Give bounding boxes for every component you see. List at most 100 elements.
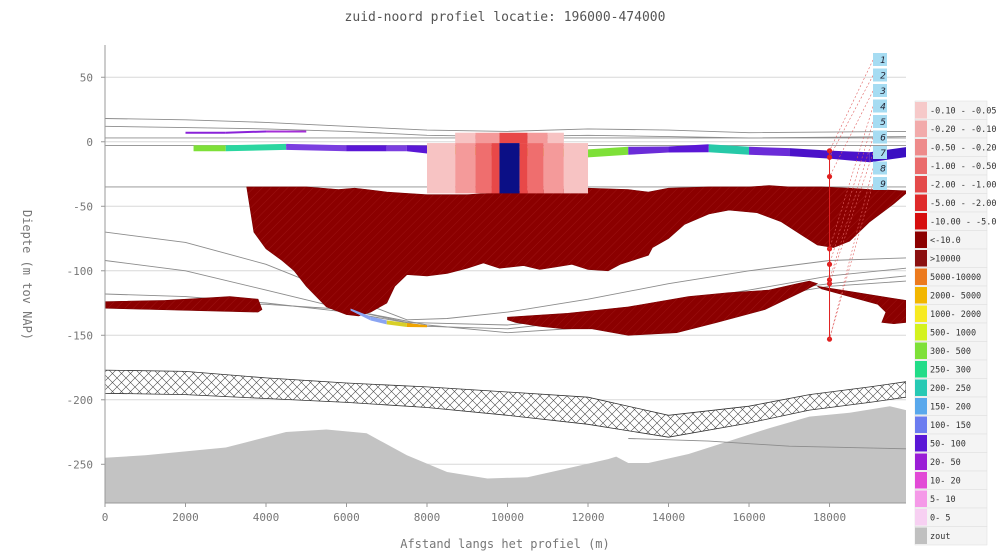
resistivity-segment bbox=[225, 143, 287, 152]
legend-label: -0.50 - -0.20 bbox=[930, 144, 996, 154]
plot-area bbox=[105, 118, 906, 503]
y-tick-label: 0 bbox=[86, 136, 93, 149]
y-tick-label: -200 bbox=[67, 394, 94, 407]
drawdown-column bbox=[499, 143, 520, 194]
y-tick-label: 50 bbox=[80, 71, 93, 84]
legend-swatch bbox=[915, 231, 927, 248]
legend-swatch bbox=[915, 305, 927, 322]
legend-swatch bbox=[915, 342, 927, 359]
well-label-box bbox=[873, 115, 887, 128]
leader-line bbox=[829, 106, 874, 249]
drawdown-column bbox=[499, 132, 528, 144]
x-tick-label: 10000 bbox=[491, 511, 524, 524]
legend-swatch bbox=[915, 435, 927, 452]
y-tick-label: -50 bbox=[73, 200, 93, 213]
layer-boundary-line bbox=[105, 260, 906, 326]
axes: 0 2000 4000 6000 8000 10000 12000 14000 16000 180… bbox=[67, 45, 906, 524]
legend-label: 150- 200 bbox=[930, 403, 971, 413]
legend-label: -2.00 - -1.00 bbox=[930, 181, 996, 191]
resistivity-segment bbox=[386, 145, 407, 152]
basement-area bbox=[105, 406, 906, 503]
resistivity-segment bbox=[386, 320, 407, 327]
legend-swatch bbox=[915, 416, 927, 433]
color-legend: -0.10 - -0.05 -0.20 - -0.10 -0.50 - -0.20 -… bbox=[914, 100, 996, 546]
legend-label: 300- 500 bbox=[930, 347, 971, 357]
resistivity-segment bbox=[266, 130, 307, 133]
resistive-layer-body bbox=[817, 286, 906, 325]
legend-label: 100- 150 bbox=[930, 421, 971, 431]
legend-swatch bbox=[915, 472, 927, 489]
leader-line bbox=[829, 137, 874, 280]
legend-label: 200- 250 bbox=[930, 384, 971, 394]
leader-line bbox=[829, 168, 874, 340]
well-label-box bbox=[873, 161, 887, 175]
x-tick-label: 0 bbox=[102, 511, 109, 524]
drawdown-column bbox=[563, 143, 589, 194]
legend-label: -10.00 - -5.00 bbox=[930, 218, 996, 228]
legend-label: 50- 100 bbox=[930, 440, 966, 450]
resistivity-segment bbox=[708, 144, 750, 155]
drawdown-column bbox=[543, 143, 564, 194]
chart-title: zuid-noord profiel locatie: 196000-47400… bbox=[345, 10, 666, 25]
resistivity-segment bbox=[406, 145, 428, 154]
legend-swatch bbox=[915, 120, 927, 137]
legend-swatch bbox=[915, 379, 927, 396]
well-label-box bbox=[873, 53, 887, 66]
legend-label: >10000 bbox=[930, 255, 961, 265]
well-label: 5 bbox=[880, 118, 886, 128]
layer-boundary-line bbox=[628, 438, 906, 450]
layer-boundary-line bbox=[105, 118, 906, 134]
x-tick-label: 6000 bbox=[333, 511, 360, 524]
legend-swatch bbox=[915, 527, 927, 544]
well-label-box bbox=[873, 68, 887, 82]
drawdown-column bbox=[527, 132, 548, 144]
legend-swatch bbox=[915, 268, 927, 285]
well-label-box bbox=[873, 130, 887, 144]
legend-swatch bbox=[915, 102, 927, 119]
legend-label: 5- 10 bbox=[930, 495, 956, 505]
x-tick-label: 12000 bbox=[571, 511, 604, 524]
well-label-box bbox=[873, 84, 887, 97]
drawdown-column bbox=[547, 132, 564, 144]
legend-label: 0- 5 bbox=[930, 514, 950, 524]
legend-swatch bbox=[915, 213, 927, 230]
resistivity-segment bbox=[789, 148, 830, 159]
x-tick-label: 16000 bbox=[732, 511, 765, 524]
resistivity-segment bbox=[829, 150, 870, 163]
resistivity-segment bbox=[588, 146, 629, 158]
legend-label: -0.10 - -0.05 bbox=[930, 107, 996, 117]
resistivity-segment bbox=[225, 130, 267, 134]
legend-swatch bbox=[915, 176, 927, 193]
y-tick-label: -150 bbox=[67, 329, 94, 342]
well-label-stack: 1 2 3 4 5 6 7 8 9 bbox=[829, 53, 887, 340]
drawdown-column bbox=[475, 143, 492, 194]
resistivity-segment bbox=[749, 146, 790, 157]
well-label: 4 bbox=[880, 103, 886, 113]
legend-swatch bbox=[915, 194, 927, 211]
drawdown-column bbox=[427, 143, 456, 194]
x-tick-label: 4000 bbox=[253, 511, 280, 524]
legend-swatch bbox=[915, 157, 927, 174]
resistivity-segment bbox=[668, 144, 709, 153]
y-tick-label: -100 bbox=[67, 265, 94, 278]
legend-swatch bbox=[915, 324, 927, 341]
y-tick-label: -250 bbox=[67, 458, 94, 471]
resistivity-segment bbox=[628, 146, 669, 155]
well-label: 1 bbox=[880, 56, 886, 66]
layer-boundary-line bbox=[105, 231, 906, 321]
leader-line bbox=[829, 152, 874, 284]
x-tick-label: 14000 bbox=[652, 511, 685, 524]
resistivity-segment bbox=[350, 308, 371, 321]
well-label: 7 bbox=[880, 149, 886, 159]
legend-swatch bbox=[915, 361, 927, 378]
legend-label: <-10.0 bbox=[930, 236, 961, 246]
legend-label: 250- 300 bbox=[930, 366, 971, 376]
well-label: 8 bbox=[880, 165, 886, 175]
legend-swatch bbox=[915, 139, 927, 156]
resistivity-segment bbox=[346, 145, 387, 152]
legend-label: 10- 20 bbox=[930, 477, 961, 487]
resistivity-segment bbox=[286, 143, 347, 152]
leader-line bbox=[829, 75, 874, 158]
well-label-box bbox=[873, 177, 887, 190]
